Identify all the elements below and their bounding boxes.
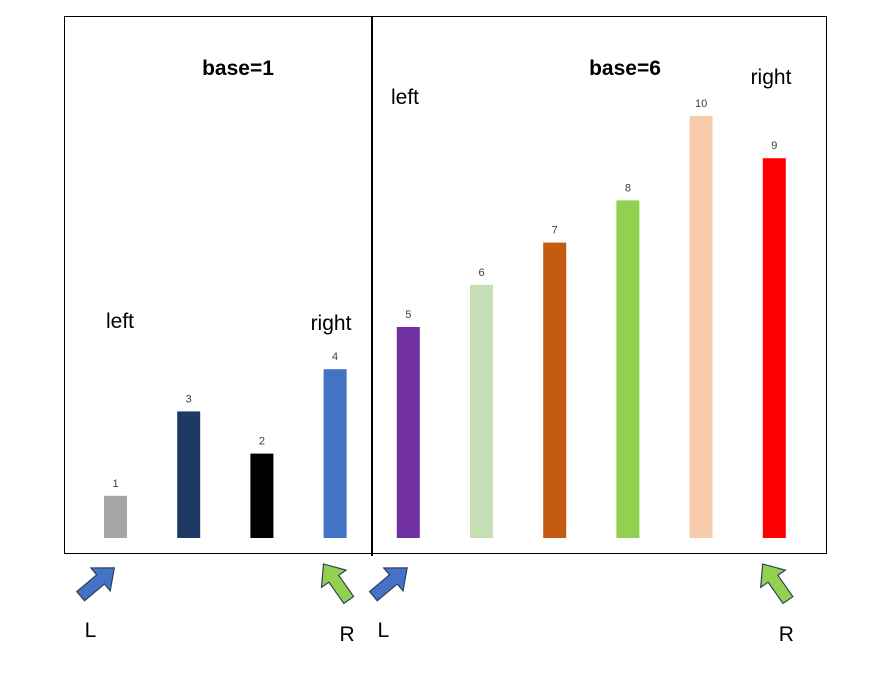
bar-6	[470, 284, 493, 538]
bar-1	[104, 495, 127, 538]
bar-2	[250, 453, 274, 538]
right-pointer-label: R	[340, 623, 355, 646]
panel-2-left-label: left	[391, 86, 419, 109]
bar-value-label: 1	[112, 478, 118, 490]
bar-value-label: 4	[332, 351, 338, 363]
right-pointer-arrow-icon	[320, 563, 355, 605]
left-pointer-label: L	[377, 619, 389, 642]
bar-value-label: 8	[625, 182, 631, 194]
bar-8	[616, 200, 640, 538]
panel-1-left-label: left	[106, 310, 134, 333]
bar-value-label: 3	[186, 393, 192, 405]
chart-frame	[64, 16, 827, 554]
right-pointer-label: R	[779, 623, 794, 646]
bar-9	[762, 158, 786, 538]
left-pointer-arrow-icon	[75, 567, 116, 602]
bar-value-label: 9	[771, 140, 777, 152]
bar-value-label: 5	[405, 309, 411, 321]
bar-value-label: 6	[478, 267, 484, 279]
panel-1-right-label: right	[311, 312, 352, 335]
panel-2-heading: base=6	[589, 57, 661, 80]
bar-4	[323, 369, 347, 538]
bar-10	[689, 116, 713, 538]
left-pointer-arrow-icon	[368, 567, 408, 602]
bar-series: 1 3 2 4 5 6 7 8 10 9	[104, 98, 786, 538]
bar-7	[543, 242, 567, 538]
bar-value-label: 2	[259, 436, 265, 448]
left-pointer-label: L	[85, 619, 97, 642]
bar-value-label: 7	[552, 225, 558, 237]
bar-3	[177, 411, 201, 538]
panel-1-heading: base=1	[202, 57, 274, 80]
bar-value-label: 10	[695, 98, 707, 110]
right-pointer-arrow-icon	[760, 563, 794, 605]
panel-2-right-label: right	[751, 66, 792, 89]
bar-5	[396, 327, 420, 538]
